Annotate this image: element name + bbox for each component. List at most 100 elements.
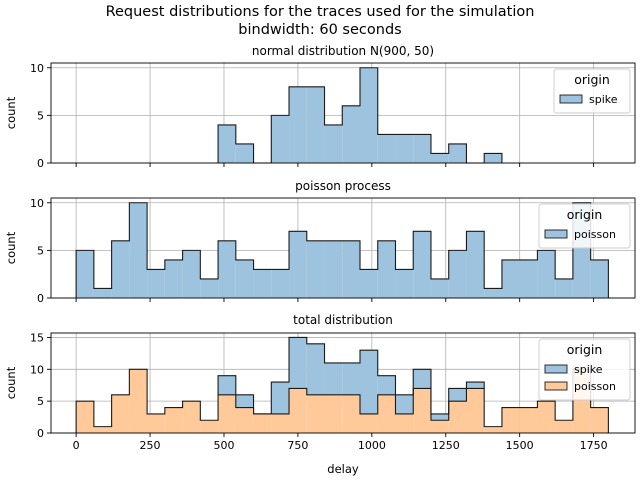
histogram-bar (466, 231, 485, 298)
histogram-bar (448, 143, 467, 163)
histogram-bar (306, 86, 325, 163)
histogram-bar (218, 240, 236, 298)
y-tick-label: 5 (37, 109, 44, 122)
histogram-bar (218, 394, 236, 433)
histogram-bar (129, 202, 148, 298)
histogram-bar (484, 153, 502, 163)
histogram-bar (360, 269, 378, 298)
series-outline-spike (217, 336, 485, 415)
x-tick-label: 750 (287, 439, 308, 452)
histogram-bar (324, 362, 343, 395)
figure-subtitle: bindwidth: 60 seconds (238, 22, 401, 38)
histogram-bar (164, 407, 183, 433)
histogram-bar (147, 413, 165, 433)
x-tick-label: 250 (140, 439, 161, 452)
panel-normal-distribution: normal distribution N(900, 50) count 0 5 1… (4, 44, 636, 170)
histogram-bar (377, 394, 396, 433)
histogram-bar (342, 394, 361, 433)
histogram-bar (413, 134, 431, 163)
series-poisson (76, 369, 609, 433)
histogram-bar (218, 375, 236, 395)
legend-title: origin (574, 72, 610, 87)
histogram-bar (501, 259, 520, 298)
legend-swatch (559, 94, 583, 104)
histogram-bar (448, 401, 467, 433)
histogram-bar (484, 426, 502, 433)
histogram-bar (93, 426, 112, 433)
histogram-bar (360, 350, 378, 414)
histogram-bar (555, 420, 573, 433)
legend-swatch (544, 364, 568, 374)
histogram-bar (395, 269, 414, 298)
panel-total-distribution: total distribution count delay 0 5 10 15 0 25… (4, 313, 636, 476)
histogram-bar (430, 413, 449, 421)
histogram-bar (395, 413, 414, 433)
histogram-bar (306, 240, 325, 298)
legend-title: origin (567, 342, 603, 357)
series-poisson (76, 202, 609, 298)
histogram-bar (342, 105, 361, 163)
figure-title: Request distributions for the traces use… (106, 4, 535, 20)
panel-title: total distribution (293, 313, 393, 327)
histogram-bar (413, 369, 431, 389)
histogram-bar (448, 250, 467, 298)
histogram-bar (395, 394, 414, 414)
plot-frame (50, 197, 636, 299)
histogram-bar (306, 394, 325, 433)
legend-swatch (544, 229, 568, 239)
legend-label: poisson (574, 380, 616, 393)
y-axis-label: count (4, 366, 18, 399)
histogram-bar (147, 269, 165, 298)
plot-frame (50, 332, 636, 434)
legend: origin poisson (538, 203, 631, 249)
histogram-bar (448, 388, 467, 402)
histogram-bar (501, 407, 520, 433)
histogram-bar (271, 115, 290, 163)
histogram-bar (76, 401, 94, 433)
histogram-bar (555, 278, 573, 298)
histogram-bar (253, 413, 272, 433)
histogram-bar (430, 153, 449, 163)
legend: origin spike poisson (538, 338, 631, 401)
series-spike (218, 337, 485, 421)
histogram-bar (235, 407, 254, 433)
histogram-bar (271, 413, 290, 433)
histogram-bar (111, 394, 130, 433)
y-tick-label: 0 (37, 292, 44, 305)
histogram-bar (466, 382, 485, 389)
histogram-bar (324, 124, 343, 163)
histogram-bar (182, 401, 201, 433)
histogram-bar (430, 278, 449, 298)
series-spike (218, 67, 502, 163)
histogram-bar (590, 259, 609, 298)
histogram-bar (235, 259, 254, 298)
histogram-bar (377, 134, 396, 163)
x-tick-label: 1750 (580, 439, 608, 452)
histogram-bar (200, 420, 219, 433)
y-tick-label: 10 (30, 363, 44, 376)
histogram-bar (164, 259, 183, 298)
histogram-bar (590, 407, 609, 433)
histogram-bar (519, 259, 538, 298)
y-tick-label: 10 (30, 197, 44, 210)
x-tick-label: 0 (73, 439, 80, 452)
histogram-bar (360, 67, 378, 163)
histogram-bar (111, 240, 130, 298)
histogram-bar (200, 278, 219, 298)
panel-title: poisson process (295, 179, 391, 193)
x-tick-label: 1000 (358, 439, 386, 452)
legend-label: spike (574, 363, 603, 376)
y-axis-label: count (4, 231, 18, 264)
histogram-bar (413, 388, 431, 433)
histogram-bar (76, 250, 94, 298)
series-outline-poisson (75, 202, 609, 298)
histogram-bar (271, 269, 290, 298)
x-tick-label: 500 (213, 439, 234, 452)
histogram-bar (253, 269, 272, 298)
x-axis-label: delay (327, 462, 359, 476)
legend: origin spike (553, 68, 631, 114)
y-tick-label: 10 (30, 62, 44, 75)
y-tick-label: 5 (37, 395, 44, 408)
y-tick-label: 5 (37, 244, 44, 257)
histogram-bar (484, 288, 502, 298)
